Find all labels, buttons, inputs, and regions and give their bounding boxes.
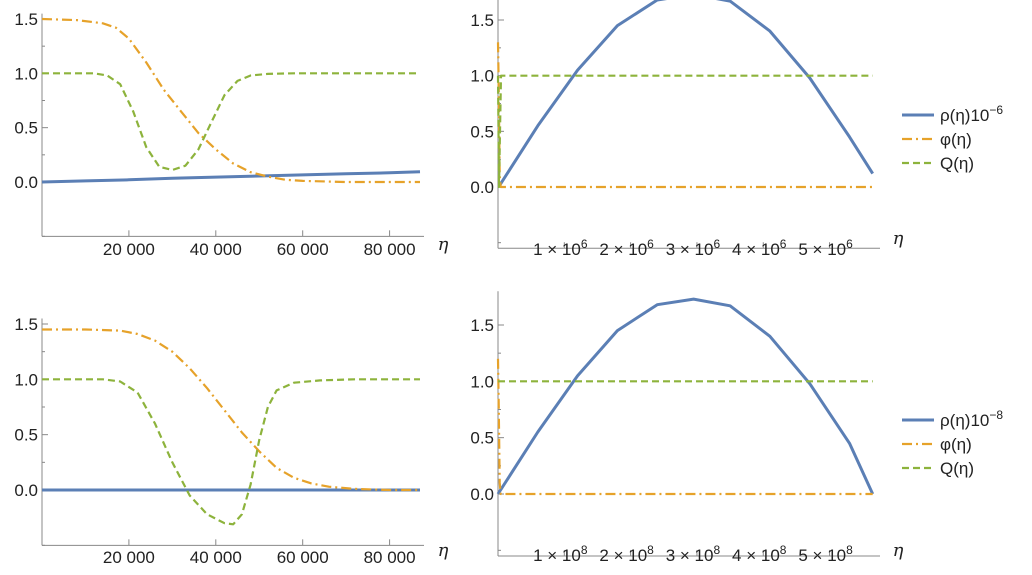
x-tick-label: 1 × 106 xyxy=(533,237,588,259)
legend: ρ(η)10−6 φ(η) Q(η) xyxy=(902,103,1003,173)
x-tick-label: 4 × 108 xyxy=(732,543,787,565)
x-tick-label: 5 × 106 xyxy=(798,237,853,259)
x-axis-label: η xyxy=(438,540,449,561)
y-tick-label: 1.0 xyxy=(470,372,494,391)
y-tick-label: 1.0 xyxy=(14,64,38,83)
x-tick-exponent: 8 xyxy=(713,543,720,557)
x-tick-exponent: 6 xyxy=(647,237,654,251)
y-tick-label: 1.5 xyxy=(14,315,38,334)
x-tick-exponent: 8 xyxy=(647,543,654,557)
series-line-rho xyxy=(498,0,874,186)
y-tick-label: 1.5 xyxy=(470,316,494,335)
x-tick-label: 60 000 xyxy=(277,240,329,259)
y-tick-label: 0.0 xyxy=(14,481,38,500)
y-tick-label: 1.0 xyxy=(14,370,38,389)
x-tick-exponent: 8 xyxy=(581,543,588,557)
x-tick-exponent: 6 xyxy=(780,237,787,251)
legend: ρ(η)10−8 φ(η) Q(η) xyxy=(902,408,1003,478)
x-axis-label: η xyxy=(438,234,449,255)
y-tick-label: 1.0 xyxy=(470,67,494,86)
chart-panel-bottom-right: 0.0 0.5 1.0 1.5 1 × 108 2 × 108 3 × 108 4 × 108… xyxy=(470,291,1003,565)
y-tick-label: 0.5 xyxy=(470,122,494,141)
x-axis-label: η xyxy=(893,228,904,249)
legend-exponent: −6 xyxy=(989,103,1003,117)
y-tick-label: 0.5 xyxy=(14,119,38,138)
series-line-phi xyxy=(42,328,420,492)
legend-label-Q: Q(η) xyxy=(940,459,974,478)
chart-panel-top-left: 0.0 0.5 1.0 1.5 20 000 40 000 60 000 80 000 η xyxy=(14,10,448,259)
x-tick-label: 2 × 108 xyxy=(599,543,654,565)
series-line-Q xyxy=(496,74,873,189)
x-tick-exponent: 6 xyxy=(581,237,588,251)
x-tick-label: 40 000 xyxy=(190,548,242,567)
y-tick-label: 0.5 xyxy=(14,426,38,445)
x-tick-label: 20 000 xyxy=(103,240,155,259)
x-tick-label: 1 × 108 xyxy=(533,543,588,565)
legend-label-phi: φ(η) xyxy=(940,435,972,454)
x-tick-label: 60 000 xyxy=(277,548,329,567)
series-line-rho xyxy=(41,170,421,184)
x-tick-exponent: 8 xyxy=(780,543,787,557)
x-tick-exponent: 8 xyxy=(846,543,853,557)
x-tick-label: 80 000 xyxy=(364,548,416,567)
series-line-Q xyxy=(42,378,420,526)
y-tick-label: 0.5 xyxy=(470,429,494,448)
x-tick-label: 3 × 108 xyxy=(666,543,721,565)
legend-label-rho: ρ(η)10−8 xyxy=(940,408,1003,430)
x-tick-label: 20 000 xyxy=(103,548,155,567)
x-tick-label: 3 × 106 xyxy=(666,237,721,259)
y-tick-label: 1.5 xyxy=(14,10,38,29)
y-tick-label: 0.0 xyxy=(470,485,494,504)
x-tick-label: 80 000 xyxy=(364,240,416,259)
x-tick-label: 4 × 106 xyxy=(732,237,787,259)
chart-panel-bottom-left: 0.0 0.5 1.0 1.5 20 000 40 000 60 000 80 000 η xyxy=(14,315,448,567)
x-tick-label: 40 000 xyxy=(190,240,242,259)
series-line-Q xyxy=(42,72,420,172)
legend-exponent: −8 xyxy=(989,408,1003,422)
series-line-rho xyxy=(496,297,875,495)
y-tick-label: 0.0 xyxy=(470,178,494,197)
y-tick-label: 0.0 xyxy=(14,173,38,192)
x-axis-label: η xyxy=(893,540,904,561)
legend-label-Q: Q(η) xyxy=(940,154,974,173)
series-line-phi xyxy=(496,358,873,496)
chart-panel-top-right: 0.0 0.5 1.0 1.5 1 × 106 2 × 106 3 × 106 4 × 106… xyxy=(470,0,1003,259)
series-line-phi xyxy=(41,17,420,184)
legend-label-rho: ρ(η)10−6 xyxy=(940,103,1003,125)
x-tick-exponent: 6 xyxy=(713,237,720,251)
x-tick-exponent: 6 xyxy=(846,237,853,251)
legend-label-phi: φ(η) xyxy=(940,130,972,149)
series-line-phi xyxy=(496,42,873,189)
y-tick-label: 1.5 xyxy=(470,11,494,30)
x-tick-label: 2 × 106 xyxy=(599,237,654,259)
x-tick-label: 5 × 108 xyxy=(798,543,853,565)
